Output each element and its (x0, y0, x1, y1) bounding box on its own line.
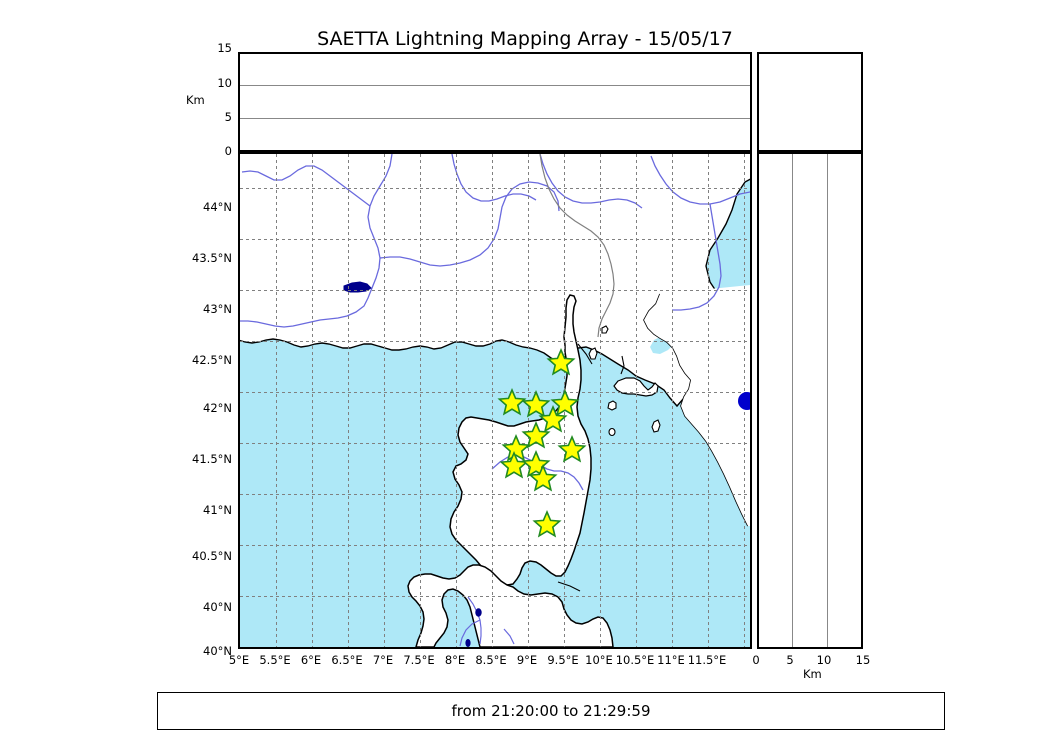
top-ylabel: Km (186, 93, 205, 107)
top-ytick-5: 5 (224, 110, 232, 124)
time-range-caption: from 21:20:00 to 21:29:59 (451, 702, 651, 720)
map-xtick-9: 9°E (516, 653, 538, 667)
river-sardinia-3 (503, 628, 515, 645)
map-ytick-43: 42.5°N (192, 353, 232, 367)
station-star (521, 420, 551, 449)
station-star (521, 389, 551, 418)
coastline-sardinia (407, 564, 614, 647)
island-gorgona (601, 325, 609, 334)
river-po (650, 155, 750, 205)
island-montecristo (608, 427, 616, 437)
map-xtick-10.5: 10.5°E (615, 653, 655, 667)
station-star (532, 509, 562, 538)
island-capraia (588, 347, 598, 360)
coastline-corsica (449, 294, 592, 586)
map-xtick-7.5: 7.5°E (403, 653, 435, 667)
river-arno (672, 203, 722, 311)
top-ytick-10: 10 (217, 76, 232, 90)
station-star (501, 433, 531, 462)
top-gridline-5 (240, 117, 750, 119)
right-gridline-10 (826, 154, 828, 647)
map-ytick-44: 43.5°N (192, 251, 232, 265)
map-ytick-41.5: 41°N (203, 503, 232, 517)
time-range-caption-box: from 21:20:00 to 21:29:59 (157, 692, 945, 730)
lake-sardinia-2 (465, 639, 471, 647)
lma-station-markers (497, 347, 587, 538)
islet-lavezzi (557, 581, 581, 592)
map-xtick-6.5: 6.5°E (331, 653, 363, 667)
height-vs-longitude-panel[interactable] (238, 52, 752, 152)
river-north-2 (539, 154, 643, 209)
station-star (546, 347, 576, 376)
right-gridline-5 (792, 154, 794, 647)
map-xtick-5: 5°E (228, 653, 250, 667)
station-star (557, 434, 587, 463)
map-xtick-9.5: 9.5°E (547, 653, 579, 667)
map-xtick-6: 6°E (300, 653, 322, 667)
islet-north-corsica (577, 343, 593, 365)
map-xtick-5.5: 5.5°E (259, 653, 291, 667)
landmass-italy (644, 285, 750, 526)
river-sardinia-2 (459, 619, 481, 647)
map-xtick-11.5: 11.5°E (687, 653, 727, 667)
right-xtick-15: 15 (855, 653, 871, 667)
island-pianosa (607, 400, 617, 411)
map-ytick-44.5: 44°N (203, 200, 232, 214)
map-graphics (240, 154, 750, 647)
right-xtick-0: 0 (752, 653, 760, 667)
map-xtick-7: 7°E (372, 653, 394, 667)
station-star (528, 463, 558, 492)
top-ytick-15: 15 (217, 41, 232, 55)
top-gridline-10 (240, 85, 750, 87)
river-north-1 (451, 154, 537, 202)
height-vs-latitude-panel[interactable] (757, 152, 863, 649)
island-giglio (651, 419, 661, 433)
plan-view-map[interactable] (238, 152, 752, 649)
map-ytick-43.5: 43°N (203, 302, 232, 316)
map-ytick-40.5: 40°N (203, 600, 232, 614)
page-title: SAETTA Lightning Mapping Array - 15/05/1… (317, 28, 733, 50)
map-ytick-42.5: 42°N (203, 401, 232, 415)
map-ytick-41: 40.5°N (192, 549, 232, 563)
station-star (550, 388, 580, 417)
islet-north-corsica-2 (620, 355, 625, 375)
map-xtick-11: 11°E (657, 653, 685, 667)
map-xtick-10: 10°E (585, 653, 613, 667)
right-xlabel: Km (803, 667, 822, 681)
lake-geneva (343, 281, 372, 293)
vhf-source-marker (738, 392, 750, 410)
right-xtick-10: 10 (816, 653, 832, 667)
map-xtick-8.5: 8.5°E (475, 653, 507, 667)
map-ytick-42: 41.5°N (192, 452, 232, 466)
right-xtick-5: 5 (786, 653, 794, 667)
station-star (538, 404, 568, 433)
river-rhone (240, 154, 393, 328)
top-ytick-0: 0 (224, 144, 232, 158)
map-ytick-40: 40°N (203, 644, 232, 658)
map-gridlines (240, 154, 750, 647)
station-star (497, 387, 527, 416)
lake-sardinia-1 (475, 608, 482, 617)
map-xtick-8: 8°E (444, 653, 466, 667)
height-histogram-corner-panel[interactable] (757, 52, 863, 152)
